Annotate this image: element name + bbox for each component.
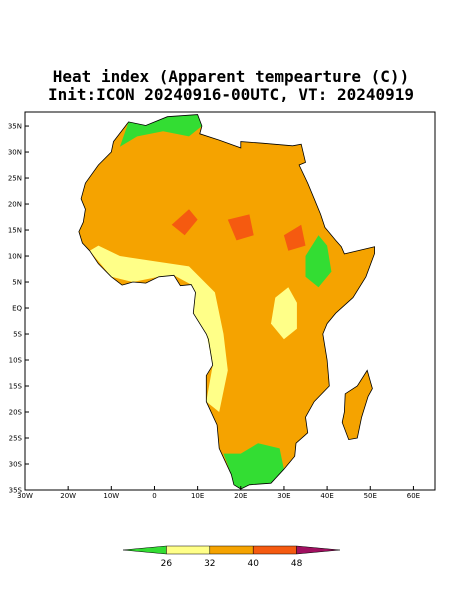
lat-tick-label: 10N <box>8 253 22 261</box>
lat-tick-label: 35S <box>9 487 23 495</box>
colorbar-bin <box>252 545 297 555</box>
west-coast-zone <box>89 245 228 412</box>
lat-tick-label: 15S <box>9 383 23 391</box>
lon-tick-label: 0 <box>152 492 156 500</box>
lon-tick-label: 20E <box>234 492 247 500</box>
lat-tick-label: 30N <box>8 149 22 157</box>
subtitle: Init:ICON 20240916-00UTC, VT: 20240919 <box>48 85 414 104</box>
colorbar-bin <box>166 545 211 555</box>
lat-tick-label: 35N <box>8 123 22 131</box>
lon-tick-label: 20W <box>60 492 76 500</box>
lat-tick-label: EQ <box>12 305 22 313</box>
colorbar-bin <box>296 545 341 555</box>
africa <box>78 114 375 489</box>
lat-tick-label: 25N <box>8 175 22 183</box>
lakes-zone <box>271 287 297 340</box>
madagascar <box>341 369 373 441</box>
south-zone <box>223 443 284 489</box>
lon-tick-label: 30W <box>17 492 33 500</box>
lat-tick-label: 5S <box>13 331 22 339</box>
colorbar-label: 40 <box>247 559 259 569</box>
lon-tick-label: 10E <box>191 492 204 500</box>
land <box>78 114 375 490</box>
axes: 35N 30N 25N 20N 15N 10N 5N EQ 5S 10S 15S 20S 25S 30S 3… <box>8 123 420 500</box>
colorbar-label: 48 <box>291 559 303 569</box>
lon-tick-label: 40E <box>320 492 333 500</box>
hot-zone <box>283 224 306 251</box>
lat-tick-label: 5N <box>12 279 22 287</box>
colorbar-bin <box>122 545 167 555</box>
lat-tick-label: 30S <box>9 461 23 469</box>
hot-zone <box>227 214 254 241</box>
lat-tick-label: 15N <box>8 227 22 235</box>
title: Heat index (Apparent tempearture (C)) <box>53 67 409 86</box>
hot-zone <box>171 209 198 236</box>
lon-tick-label: 10W <box>103 492 119 500</box>
colorbar-bin <box>209 545 254 555</box>
colorbar: 26 32 40 48 <box>122 545 341 569</box>
lat-tick-label: 20S <box>9 409 23 417</box>
lat-tick-label: 20N <box>8 201 22 209</box>
lon-tick-label: 60E <box>407 492 420 500</box>
highlands-zone <box>305 235 332 288</box>
colorbar-label: 26 <box>161 559 173 569</box>
lon-tick-label: 30E <box>277 492 290 500</box>
north-coast-zone <box>119 114 202 147</box>
lat-tick-label: 10S <box>9 357 23 365</box>
coastline <box>78 114 375 490</box>
colorbar-label: 32 <box>204 559 215 569</box>
lat-tick-label: 25S <box>9 435 23 443</box>
lon-tick-label: 50E <box>364 492 377 500</box>
